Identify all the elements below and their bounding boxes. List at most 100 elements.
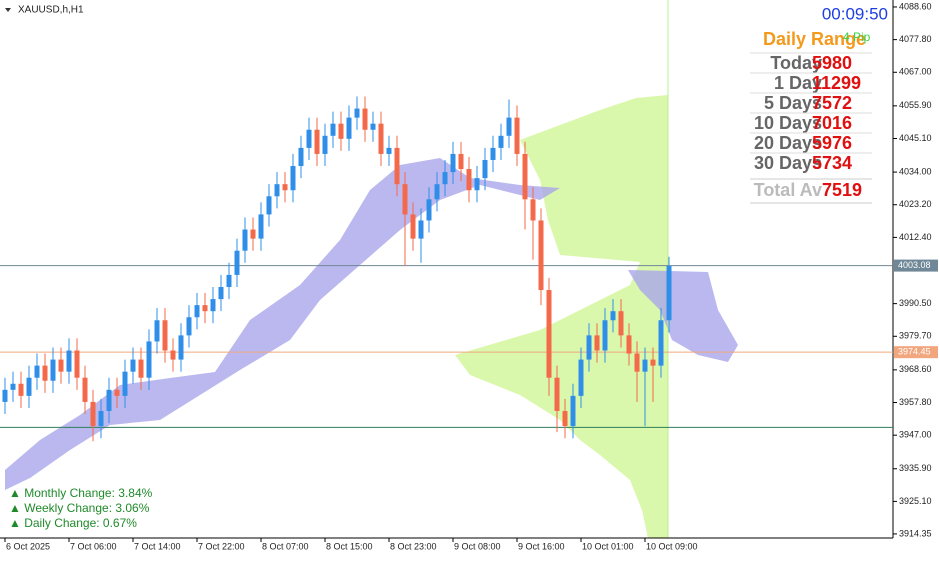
candle-body [554, 377, 560, 411]
candle-body [362, 108, 368, 130]
candle-body [610, 311, 616, 321]
candle-body [26, 377, 32, 396]
candle-body [242, 229, 248, 251]
candle-body [450, 153, 456, 173]
candle-body [178, 335, 184, 360]
candle-body [82, 377, 88, 402]
candle-body [594, 335, 600, 351]
candle-body [18, 383, 24, 396]
candle-body [602, 320, 608, 351]
candle-body [90, 401, 96, 427]
x-tick-label: 7 Oct 22:00 [198, 541, 245, 551]
candle-body [106, 389, 112, 411]
price-label: 4003.08 [898, 260, 931, 270]
candle-body [74, 350, 80, 378]
candle-body [426, 199, 432, 221]
candle-body [418, 220, 424, 239]
candle-body [546, 290, 552, 378]
x-tick-label: 8 Oct 07:00 [262, 541, 309, 551]
candle-body [146, 341, 152, 378]
range-value: 5980 [812, 53, 852, 73]
change-text: ▲ Daily Change: 0.67% [9, 516, 137, 530]
candle-body [42, 365, 48, 381]
candle-body [154, 320, 160, 342]
x-tick-label: 7 Oct 14:00 [134, 541, 181, 551]
y-tick-label: 4067.00 [899, 67, 932, 77]
candle-body [306, 129, 312, 148]
candle-body [666, 265, 672, 321]
candle-body [298, 147, 304, 167]
range-value: 7016 [812, 113, 852, 133]
candle-body [226, 274, 232, 287]
ichimoku-cloud [5, 158, 560, 490]
candle-body [50, 359, 56, 381]
y-tick-label: 3914.35 [899, 528, 932, 538]
range-value: 5734 [812, 153, 852, 173]
candle-body [562, 410, 568, 427]
candle-body [490, 147, 496, 160]
y-tick-label: 3935.90 [899, 463, 932, 473]
candle-body [250, 229, 256, 239]
candle-body [282, 184, 288, 191]
candle-body [434, 184, 440, 200]
range-label: 5 Days [764, 93, 822, 113]
candle-body [330, 123, 336, 136]
candle-body [410, 214, 416, 239]
candle-body [58, 359, 64, 372]
candle-body [234, 250, 240, 275]
range-value: 5976 [812, 133, 852, 153]
candle-body [290, 166, 296, 191]
y-tick-label: 4045.10 [899, 133, 932, 143]
range-value: 7572 [812, 93, 852, 113]
candle-body [34, 365, 40, 378]
candle-body [170, 350, 176, 360]
ichimoku-cloud [628, 270, 738, 362]
y-tick-label: 4088.60 [899, 1, 932, 11]
candle-body [586, 335, 592, 360]
clock: 00:09:50 [822, 4, 888, 23]
y-tick-label: 4077.80 [899, 34, 932, 44]
y-tick-label: 3979.70 [899, 331, 932, 341]
total-label: Total Av [754, 180, 822, 200]
candle-body [394, 147, 400, 185]
x-tick-label: 10 Oct 01:00 [582, 541, 634, 551]
y-tick-label: 3968.60 [899, 364, 932, 374]
candle-body [370, 123, 376, 130]
candle-body [66, 350, 72, 372]
candle-body [258, 214, 264, 239]
range-title: Daily Range [763, 29, 866, 49]
range-label: Today [770, 53, 822, 73]
candle-body [130, 359, 136, 372]
candle-body [194, 305, 200, 318]
candle-body [650, 359, 656, 366]
candle-body [458, 153, 464, 170]
x-tick-label: 8 Oct 15:00 [326, 541, 373, 551]
range-label: 1 Day [774, 73, 822, 93]
candle-body [138, 359, 144, 378]
y-tick-label: 4055.90 [899, 100, 932, 110]
candle-body [322, 135, 328, 154]
candle-body [442, 172, 448, 185]
total-value: 7519 [822, 180, 862, 200]
candle-body [530, 199, 536, 221]
candle-body [474, 178, 480, 191]
pip: 4 Pip [843, 30, 871, 44]
candle-body [314, 129, 320, 154]
candle-body [626, 335, 632, 354]
candle-body [2, 389, 8, 402]
candle-body [98, 410, 104, 427]
menu-arrow [5, 8, 11, 12]
candle-body [402, 184, 408, 215]
candle-body [386, 147, 392, 154]
y-tick-label: 3990.50 [899, 298, 932, 308]
candle-body [122, 371, 128, 396]
candle-body [482, 159, 488, 179]
candle-body [498, 135, 504, 148]
candle-body [578, 359, 584, 396]
candle-body [346, 117, 352, 139]
x-tick-label: 6 Oct 2025 [6, 541, 50, 551]
symbol-title: XAUUSD,h,H1 [18, 5, 84, 16]
candle-body [354, 108, 360, 118]
change-text: ▲ Weekly Change: 3.06% [9, 501, 150, 515]
